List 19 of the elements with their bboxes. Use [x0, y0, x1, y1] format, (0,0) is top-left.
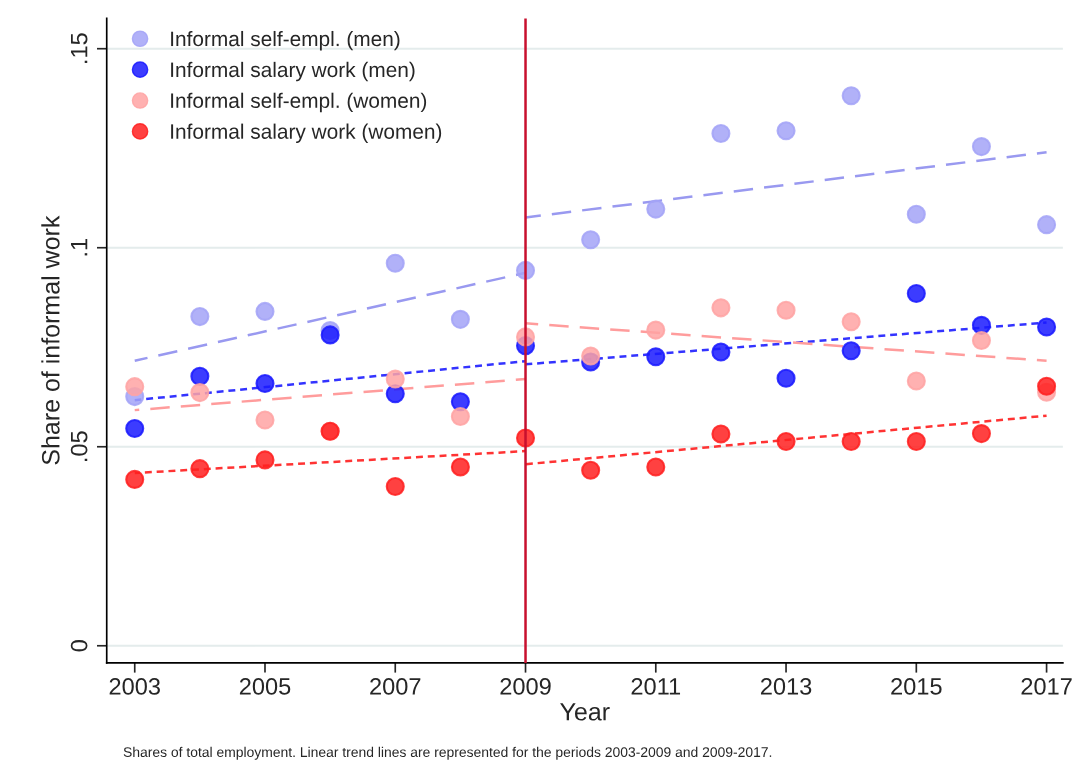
- x-tick-label: 2013: [760, 678, 812, 695]
- x-tick-label: 2005: [239, 678, 291, 695]
- legend-label: Informal salary work (women): [171, 123, 442, 144]
- x-axis-title: Year: [560, 703, 610, 721]
- x-tick-label: 2009: [500, 678, 551, 695]
- y-tick-label: .05: [70, 431, 88, 461]
- x-tick-label: 2003: [109, 678, 160, 695]
- y-tick-label: .1: [71, 239, 88, 256]
- legend-label: Informal self-empl. (women): [171, 92, 427, 113]
- x-tick-label: 2015: [891, 678, 942, 695]
- x-tick-label: 2007: [370, 678, 421, 695]
- y-axis-title: Share of informal work: [41, 215, 60, 465]
- y-tick-label: 0: [70, 640, 88, 652]
- x-tick-label: 2017: [1021, 678, 1072, 695]
- y-tick-label: .15: [71, 33, 88, 63]
- legend-label: Informal self-empl. (men): [171, 30, 400, 51]
- legend-label: Informal salary work (men): [171, 61, 415, 82]
- text: Shares of total employment. Linear trend lines are represented for the periods 2003-2009 and 2009-2017.: [123, 746, 772, 760]
- x-tick-label: 2011: [631, 678, 681, 695]
